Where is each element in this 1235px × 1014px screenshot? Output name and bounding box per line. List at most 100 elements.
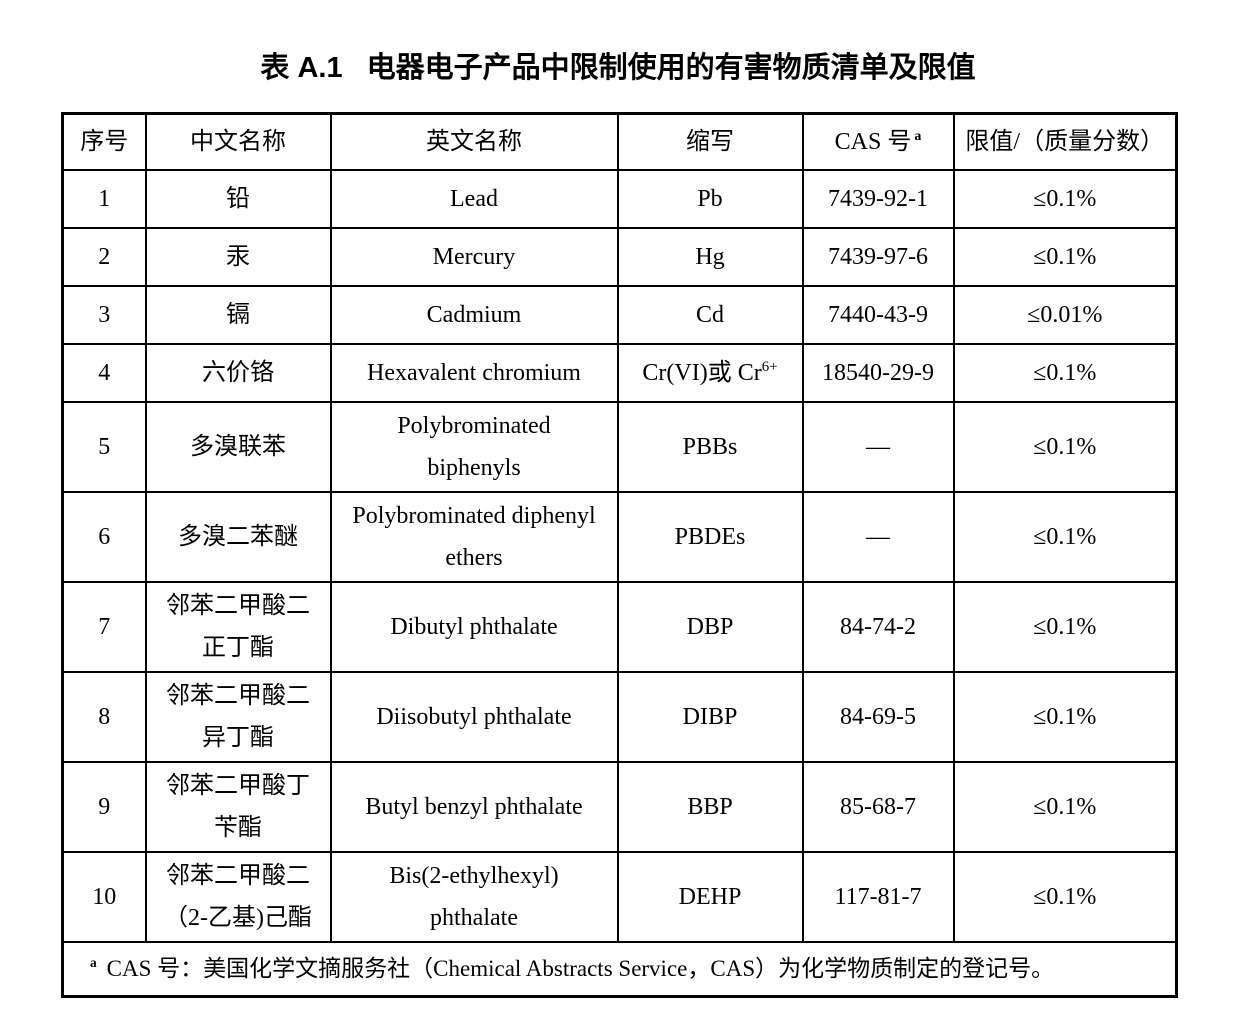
cell-serial-number: 1 bbox=[61, 168, 147, 229]
cell-english-name: Lead bbox=[329, 168, 619, 229]
table-row: 8 邻苯二甲酸二 异丁酯 Diisobutyl phthalate DIBP 8… bbox=[61, 670, 1178, 763]
abbreviation: DBP bbox=[686, 613, 734, 640]
cell-abbreviation: PBBs bbox=[616, 400, 804, 493]
table-title-text: 电器电子产品中限制使用的有害物质清单及限值 bbox=[366, 52, 976, 84]
cell-chinese-name: 多溴联苯 bbox=[144, 400, 332, 493]
chinese-name: 镉 bbox=[226, 301, 250, 328]
cell-cas-number: 7439-97-6 bbox=[801, 226, 955, 287]
limit-value: ≤0.01% bbox=[1027, 301, 1103, 328]
english-name: Dibutyl phthalate bbox=[390, 613, 558, 640]
cell-english-name: Bis(2-ethylhexyl) phthalate bbox=[329, 850, 619, 943]
table-row: 4 六价铬 Hexavalent chromium Cr(VI)或 Cr6+ 1… bbox=[61, 342, 1178, 403]
limit-value: ≤0.1% bbox=[1033, 185, 1097, 212]
header-cas-footnote-marker: a bbox=[914, 128, 922, 144]
cell-cas-number: 84-69-5 bbox=[801, 670, 955, 763]
cell-serial-number: 5 bbox=[61, 400, 147, 493]
cell-chinese-name: 铅 bbox=[144, 168, 332, 229]
header-no: 序号 bbox=[61, 112, 147, 171]
cell-cas-number: 84-74-2 bbox=[801, 580, 955, 673]
abbreviation: Pb bbox=[697, 185, 723, 212]
cell-serial-number: 9 bbox=[61, 760, 147, 853]
cas-number: 85-68-7 bbox=[840, 793, 916, 820]
cell-english-name: Polybrominated biphenyls bbox=[329, 400, 619, 493]
cell-abbreviation: Cd bbox=[616, 284, 804, 345]
table-row: 3 镉 Cadmium Cd 7440-43-9 ≤0.01% bbox=[61, 284, 1178, 345]
table-row: 7 邻苯二甲酸二 正丁酯 Dibutyl phthalate DBP 84-74… bbox=[61, 580, 1178, 673]
serial-number: 2 bbox=[98, 243, 111, 270]
serial-number: 9 bbox=[98, 793, 111, 820]
english-name: Diisobutyl phthalate bbox=[376, 703, 572, 730]
limit-value: ≤0.1% bbox=[1033, 883, 1097, 910]
serial-number: 6 bbox=[98, 523, 111, 550]
cas-number: 7440-43-9 bbox=[828, 301, 928, 328]
table-row: 6 多溴二苯醚 Polybrominated diphenyl ethers P… bbox=[61, 490, 1178, 583]
cell-cas-number: 7439-92-1 bbox=[801, 168, 955, 229]
cell-chinese-name: 汞 bbox=[144, 226, 332, 287]
table-row: 10 邻苯二甲酸二 （2-乙基)己酯 Bis(2-ethylhexyl) pht… bbox=[61, 850, 1178, 943]
cell-chinese-name: 邻苯二甲酸丁 苄酯 bbox=[144, 760, 332, 853]
chinese-name: 邻苯二甲酸二 异丁酯 bbox=[166, 682, 310, 751]
abbreviation: DEHP bbox=[678, 883, 742, 910]
cas-number: 7439-97-6 bbox=[828, 243, 928, 270]
english-name: Bis(2-ethylhexyl) phthalate bbox=[389, 862, 559, 931]
abbreviation-superscript: 6+ bbox=[761, 358, 778, 375]
cell-english-name: Cadmium bbox=[329, 284, 619, 345]
cell-limit: ≤0.1% bbox=[952, 168, 1178, 229]
cell-limit: ≤0.1% bbox=[952, 580, 1178, 673]
limit-value: ≤0.1% bbox=[1033, 523, 1097, 550]
cas-number: 84-74-2 bbox=[840, 613, 916, 640]
chinese-name: 邻苯二甲酸丁 苄酯 bbox=[166, 772, 310, 841]
abbreviation: Cr(VI)或 Cr bbox=[642, 359, 762, 386]
cas-number: — bbox=[866, 523, 890, 550]
cell-english-name: Diisobutyl phthalate bbox=[329, 670, 619, 763]
cas-number: 117-81-7 bbox=[834, 883, 922, 910]
limit-value: ≤0.1% bbox=[1033, 793, 1097, 820]
english-name: Butyl benzyl phthalate bbox=[365, 793, 583, 820]
cell-serial-number: 4 bbox=[61, 342, 147, 403]
footnote-text: CAS 号：美国化学文摘服务社（Chemical Abstracts Servi… bbox=[106, 955, 1055, 981]
limit-value: ≤0.1% bbox=[1033, 613, 1097, 640]
abbreviation: PBDEs bbox=[674, 523, 746, 550]
chinese-name: 多溴联苯 bbox=[190, 433, 286, 460]
table-body: 1 铅 Lead Pb 7439-92-1 ≤0.1% 2 汞 Mercury … bbox=[61, 168, 1178, 943]
english-name: Hexavalent chromium bbox=[367, 359, 581, 386]
serial-number: 5 bbox=[98, 433, 111, 460]
cell-serial-number: 8 bbox=[61, 670, 147, 763]
cas-number: 84-69-5 bbox=[840, 703, 916, 730]
cell-english-name: Hexavalent chromium bbox=[329, 342, 619, 403]
chinese-name: 邻苯二甲酸二 （2-乙基)己酯 bbox=[164, 862, 312, 931]
english-name: Cadmium bbox=[426, 301, 522, 328]
cell-chinese-name: 邻苯二甲酸二 异丁酯 bbox=[144, 670, 332, 763]
cell-abbreviation: DIBP bbox=[616, 670, 804, 763]
cell-cas-number: — bbox=[801, 400, 955, 493]
cas-number: — bbox=[866, 433, 890, 460]
cell-cas-number: — bbox=[801, 490, 955, 583]
table-row: 1 铅 Lead Pb 7439-92-1 ≤0.1% bbox=[61, 168, 1178, 229]
cell-cas-number: 117-81-7 bbox=[801, 850, 955, 943]
cas-number: 18540-29-9 bbox=[822, 359, 934, 386]
cell-limit: ≤0.1% bbox=[952, 670, 1178, 763]
cell-abbreviation: BBP bbox=[616, 760, 804, 853]
table-row: 9 邻苯二甲酸丁 苄酯 Butyl benzyl phthalate BBP 8… bbox=[61, 760, 1178, 853]
english-name: Lead bbox=[450, 185, 498, 212]
cell-serial-number: 7 bbox=[61, 580, 147, 673]
header-cas-label: CAS 号 bbox=[834, 128, 912, 155]
header-chinese-name: 中文名称 bbox=[144, 112, 332, 171]
cell-serial-number: 10 bbox=[61, 850, 147, 943]
cell-chinese-name: 多溴二苯醚 bbox=[144, 490, 332, 583]
cell-abbreviation: PBDEs bbox=[616, 490, 804, 583]
header-english-name: 英文名称 bbox=[329, 112, 619, 171]
cell-limit: ≤0.1% bbox=[952, 490, 1178, 583]
cell-english-name: Butyl benzyl phthalate bbox=[329, 760, 619, 853]
limit-value: ≤0.1% bbox=[1033, 359, 1097, 386]
chinese-name: 铅 bbox=[226, 185, 250, 212]
cell-abbreviation: DEHP bbox=[616, 850, 804, 943]
cell-abbreviation: Pb bbox=[616, 168, 804, 229]
english-name: Polybrominated diphenyl ethers bbox=[352, 502, 596, 571]
cas-number: 7439-92-1 bbox=[828, 185, 928, 212]
